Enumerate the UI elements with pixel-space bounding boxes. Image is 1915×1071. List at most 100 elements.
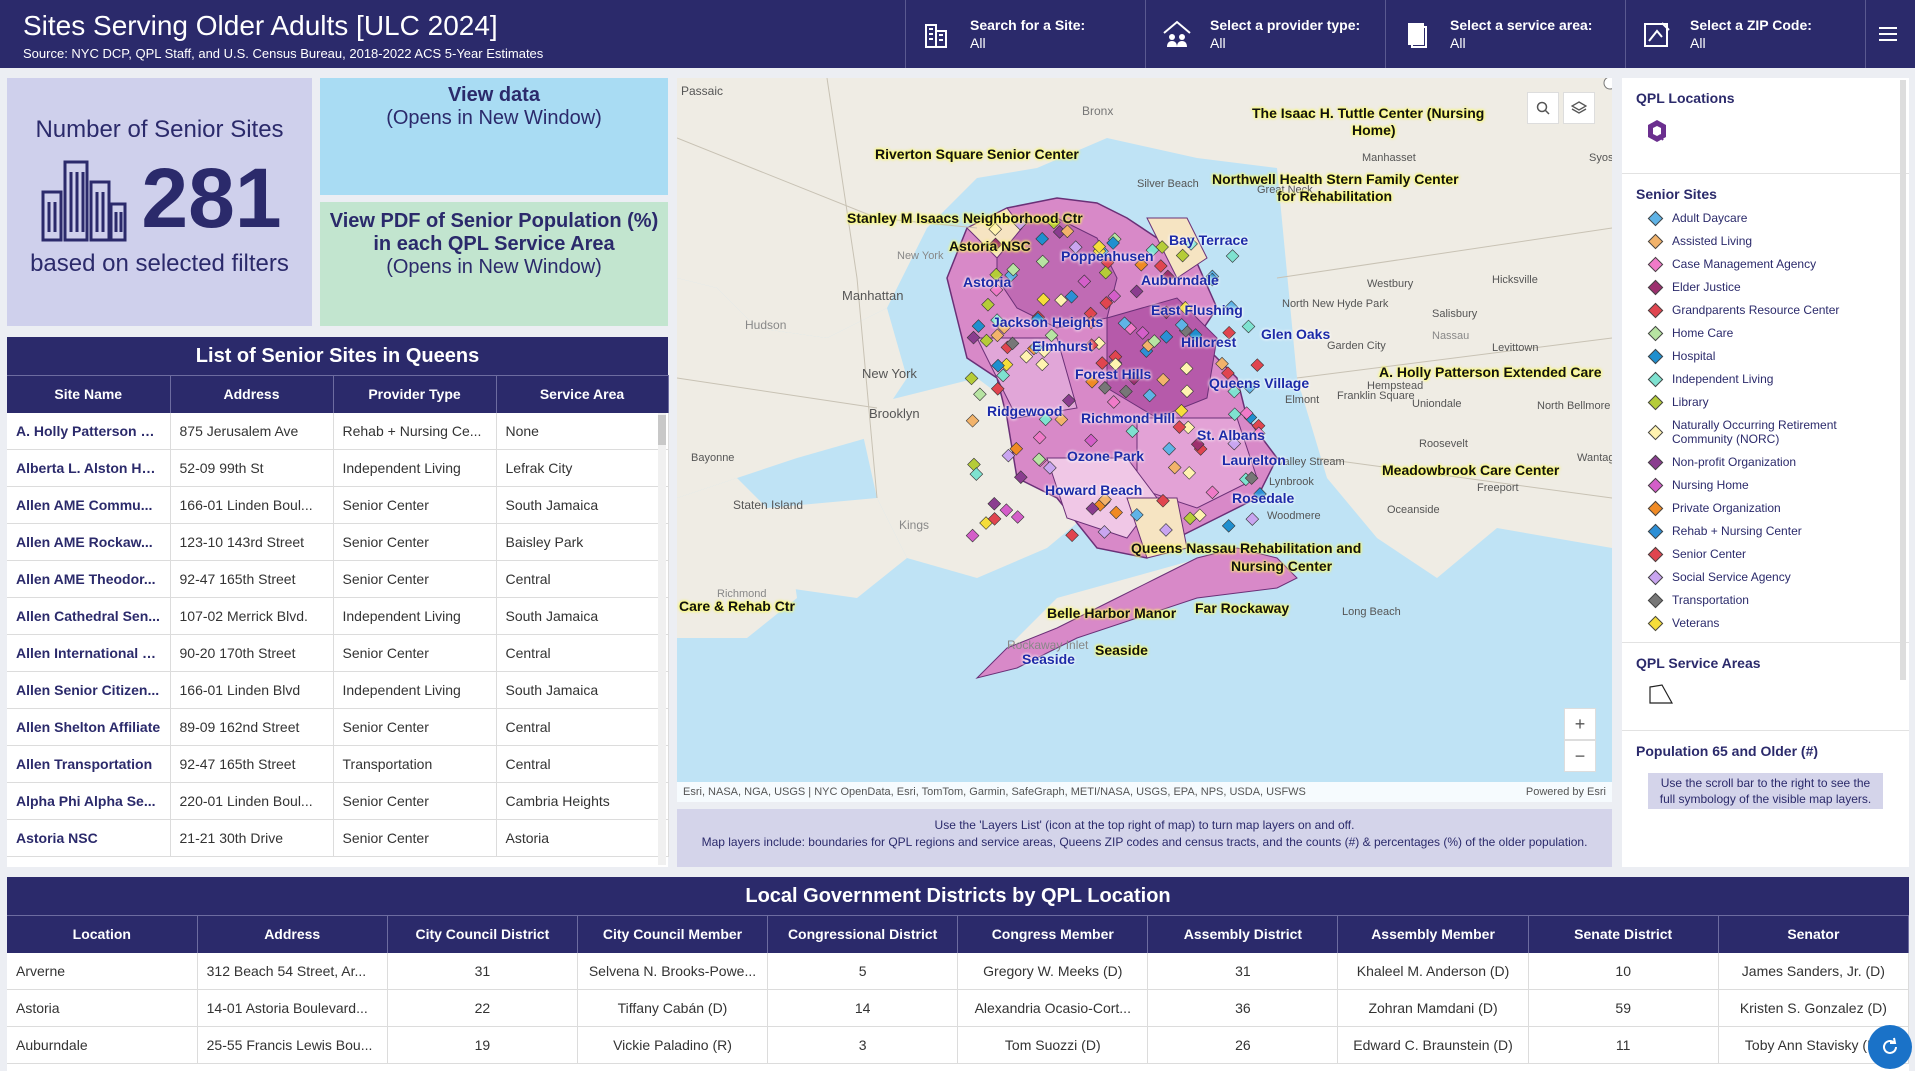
site-pin[interactable]: [965, 413, 980, 428]
column-header[interactable]: City Council District: [387, 915, 578, 953]
site-pin[interactable]: [1098, 492, 1112, 507]
site-pin[interactable]: [1084, 315, 1098, 330]
site-pin[interactable]: [999, 503, 1014, 517]
site-pin[interactable]: [1005, 336, 1020, 351]
site-pin[interactable]: [1190, 437, 1205, 452]
site-pin[interactable]: [1065, 528, 1079, 543]
site-pin[interactable]: [1019, 349, 1034, 364]
site-pin[interactable]: [1147, 334, 1162, 348]
site-pin[interactable]: [1241, 319, 1256, 334]
site-pin[interactable]: [1029, 340, 1044, 355]
table-row[interactable]: Allen AME Rockaw... 123-10 143rd Street Se…: [7, 523, 669, 561]
site-pin[interactable]: [1130, 508, 1144, 522]
site-pin[interactable]: [1182, 466, 1196, 480]
site-pin[interactable]: [990, 328, 1005, 343]
site-pin[interactable]: [1227, 436, 1242, 451]
site-pin[interactable]: [1159, 330, 1174, 344]
refresh-button[interactable]: [1868, 1025, 1912, 1069]
site-pin[interactable]: [1142, 388, 1157, 403]
filter-zip-code[interactable]: Select a ZIP Code: All: [1625, 0, 1865, 68]
site-pin[interactable]: [1180, 384, 1194, 399]
site-pin[interactable]: [1162, 442, 1176, 456]
site-pin[interactable]: [1181, 420, 1196, 435]
column-header[interactable]: Provider Type: [333, 375, 497, 413]
site-pin[interactable]: [1175, 248, 1190, 263]
column-header[interactable]: Congress Member: [957, 915, 1149, 953]
site-pin[interactable]: [1108, 349, 1123, 364]
site-pin[interactable]: [1097, 525, 1112, 539]
site-pin[interactable]: [1098, 265, 1113, 280]
site-pin[interactable]: [1043, 461, 1057, 475]
site-pin[interactable]: [1038, 412, 1053, 427]
table-scrollbar[interactable]: [658, 413, 666, 865]
site-pin[interactable]: [1178, 301, 1193, 315]
site-pin[interactable]: [1215, 356, 1229, 371]
table-row[interactable]: Allen Transportation 92-47 165th Street Tr…: [7, 745, 669, 783]
scrollbar-thumb[interactable]: [658, 415, 666, 445]
site-pin[interactable]: [1119, 384, 1133, 399]
site-pin[interactable]: [1184, 237, 1198, 251]
site-pin[interactable]: [1244, 471, 1259, 485]
site-pin[interactable]: [1250, 358, 1265, 372]
site-pin[interactable]: [1161, 269, 1175, 284]
site-pin[interactable]: [988, 222, 1003, 237]
powered-by-text[interactable]: Powered by Esri: [1525, 786, 1606, 798]
table-row[interactable]: Alberta L. Alston Ho... 52-09 99th St Inde…: [7, 449, 669, 487]
site-pin[interactable]: [1100, 255, 1115, 270]
site-pin[interactable]: [1077, 274, 1092, 289]
site-pin[interactable]: [1009, 441, 1024, 456]
site-pin[interactable]: [1245, 512, 1260, 526]
site-pin[interactable]: [1127, 371, 1141, 386]
site-pin[interactable]: [1129, 284, 1144, 299]
site-pin[interactable]: [1107, 289, 1121, 303]
site-pin[interactable]: [1099, 296, 1114, 310]
site-pin[interactable]: [1109, 505, 1123, 520]
site-pin[interactable]: [1068, 240, 1083, 254]
site-pin[interactable]: [989, 283, 1004, 297]
site-pin[interactable]: [1085, 501, 1100, 516]
site-pin[interactable]: [988, 237, 1003, 252]
site-pin[interactable]: [1251, 426, 1266, 441]
filter-site-search[interactable]: Search for a Site: All: [905, 0, 1145, 68]
column-header[interactable]: Senate District: [1528, 915, 1719, 953]
column-header[interactable]: Senator: [1718, 915, 1910, 953]
site-pin[interactable]: [1135, 326, 1150, 340]
site-pin[interactable]: [1221, 519, 1236, 533]
column-header[interactable]: Service Area: [496, 375, 669, 413]
site-pin[interactable]: [1032, 430, 1047, 445]
site-pin[interactable]: [1083, 306, 1098, 321]
table-row[interactable]: Allen International T... 90-20 170th Stre…: [7, 634, 669, 672]
site-pin[interactable]: [1205, 485, 1220, 500]
site-pin[interactable]: [990, 381, 1005, 396]
legend-panel[interactable]: QPL Locations Senior Sites Adult Daycare…: [1622, 78, 1909, 867]
site-pin[interactable]: [1174, 318, 1189, 332]
table-row[interactable]: A. Holly Patterson E... 875 Jerusalem Ave…: [7, 412, 669, 450]
site-pin[interactable]: [1084, 433, 1098, 448]
site-pin[interactable]: [1044, 328, 1059, 343]
site-pin[interactable]: [1060, 224, 1075, 239]
map-view[interactable]: Passaic Bronx Silver Beach Great Neck Ne…: [677, 78, 1612, 802]
site-pin[interactable]: [1239, 406, 1254, 420]
filter-service-area[interactable]: Select a service area: All: [1385, 0, 1625, 68]
column-header[interactable]: Address: [197, 915, 388, 953]
site-pin[interactable]: [1188, 328, 1203, 342]
site-pin[interactable]: [1036, 292, 1051, 307]
site-pin[interactable]: [990, 313, 1004, 327]
site-pin[interactable]: [1001, 448, 1016, 463]
site-pin[interactable]: [1221, 366, 1235, 380]
site-pin[interactable]: [1010, 510, 1025, 524]
site-pin[interactable]: [1006, 262, 1021, 277]
table-row[interactable]: Astoria NSC 21-21 30th Drive Senior Center…: [7, 819, 669, 857]
view-data-button[interactable]: View data (Opens in New Window): [320, 78, 668, 195]
filter-provider-type[interactable]: Select a provider type: All: [1145, 0, 1385, 68]
table-row[interactable]: Arverne 312 Beach 54 Street, Ar... 31 Selve…: [7, 952, 1910, 990]
fullscreen-button[interactable]: [1601, 78, 1612, 92]
site-pin[interactable]: [989, 267, 1003, 282]
site-pin[interactable]: [1227, 384, 1242, 399]
site-pin[interactable]: [969, 467, 984, 481]
site-pin[interactable]: [1159, 523, 1173, 537]
table-row[interactable]: Astoria 14-01 Astoria Boulevard... 22 Tiffa…: [7, 989, 1910, 1027]
site-pin[interactable]: [965, 528, 980, 543]
site-pin[interactable]: [1172, 420, 1187, 434]
site-pin[interactable]: [1251, 418, 1266, 433]
